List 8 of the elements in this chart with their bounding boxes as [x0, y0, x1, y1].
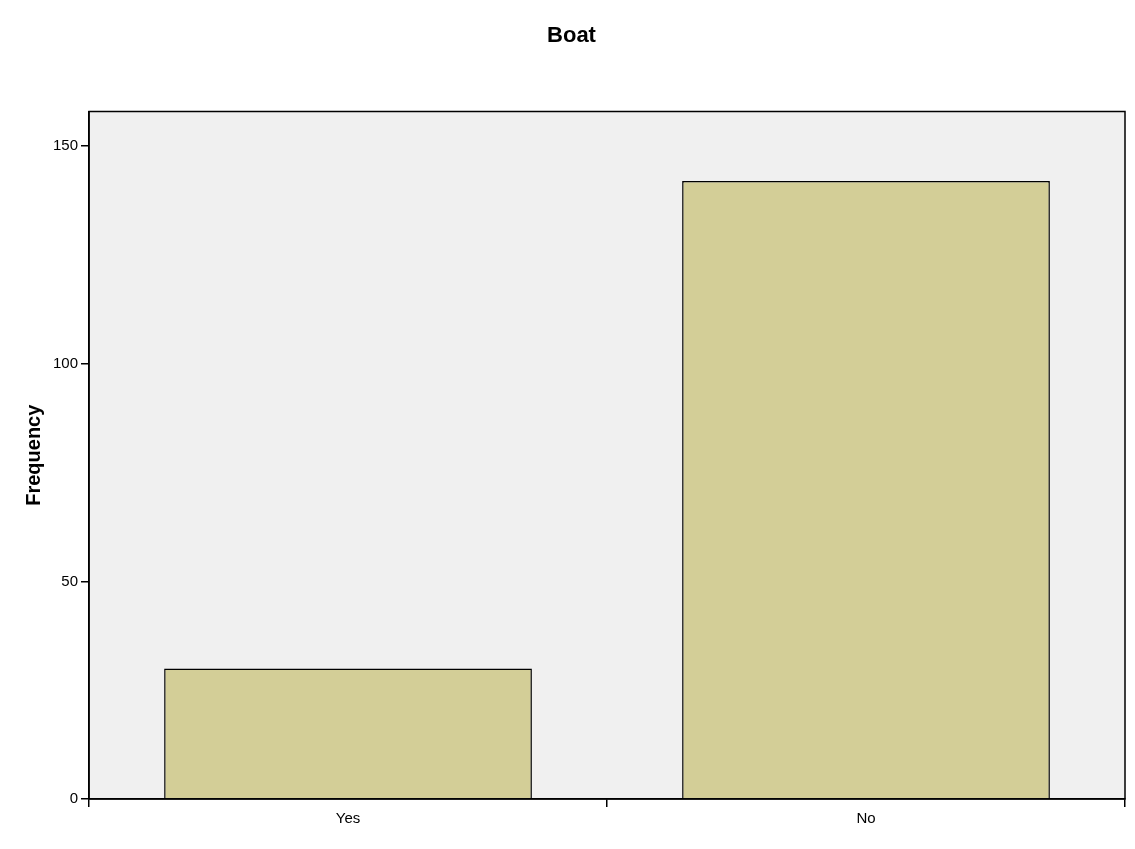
- y-tick-label: 150: [53, 136, 79, 154]
- y-tick-label: 100: [53, 353, 79, 371]
- x-tick-label: Yes: [335, 809, 361, 827]
- y-tick-label: 0: [69, 789, 79, 807]
- chart-title: Boat: [547, 22, 597, 48]
- y-axis-title: Frequency: [21, 403, 44, 506]
- x-tick-label: No: [856, 809, 876, 827]
- y-tick-label: 50: [61, 571, 79, 589]
